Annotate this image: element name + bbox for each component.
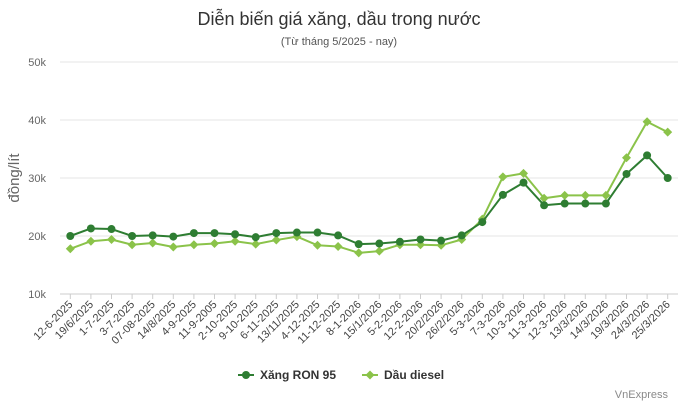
series-0 <box>66 151 672 249</box>
data-point[interactable] <box>107 225 116 234</box>
data-point[interactable] <box>313 228 322 237</box>
data-point[interactable] <box>437 236 446 245</box>
y-axis-label: đồng/lít <box>6 153 23 203</box>
legend-label: Dầu diesel <box>384 368 444 382</box>
data-point[interactable] <box>168 242 178 252</box>
data-point[interactable] <box>519 168 528 178</box>
data-point[interactable] <box>622 169 631 178</box>
legend-item[interactable]: Xăng RON 95 <box>238 368 336 382</box>
y-tick-label: 30k <box>28 173 46 185</box>
series-line <box>69 120 669 254</box>
data-point[interactable] <box>86 236 96 246</box>
y-axis-ticks: 10k 20k 30k 40k 50k <box>28 57 46 301</box>
data-point[interactable] <box>540 201 549 210</box>
y-tick-label: 10k <box>28 289 46 301</box>
x-axis-ticks: 12-6-202519/6/20251-7-20253-7-202507-08-… <box>31 293 678 347</box>
chart-subtitle: (Từ tháng 5/2025 - nay) <box>281 36 397 48</box>
data-point[interactable] <box>663 127 673 137</box>
data-point[interactable] <box>519 178 528 187</box>
grid-lines <box>60 61 678 295</box>
data-point[interactable] <box>272 229 281 238</box>
data-point[interactable] <box>231 230 240 239</box>
data-point[interactable] <box>107 234 116 244</box>
data-point[interactable] <box>498 172 508 182</box>
data-point[interactable] <box>313 240 322 250</box>
data-point[interactable] <box>86 224 95 233</box>
y-tick-label: 20k <box>28 231 46 243</box>
credit-label: VnExpress <box>615 389 669 401</box>
legend-marker <box>242 371 250 379</box>
data-point[interactable] <box>333 241 343 251</box>
data-point[interactable] <box>251 239 261 249</box>
data-point[interactable] <box>210 229 219 238</box>
data-point[interactable] <box>539 193 549 203</box>
data-point[interactable] <box>457 231 466 240</box>
data-point[interactable] <box>189 240 199 250</box>
data-point[interactable] <box>663 174 672 182</box>
data-point[interactable] <box>601 190 611 200</box>
data-point[interactable] <box>642 117 652 127</box>
data-point[interactable] <box>148 231 157 240</box>
data-point[interactable] <box>189 229 198 238</box>
data-point[interactable] <box>169 232 178 241</box>
data-point[interactable] <box>581 199 590 208</box>
legend: Xăng RON 95 Dầu diesel <box>238 368 444 382</box>
data-point[interactable] <box>128 232 137 240</box>
data-point[interactable] <box>580 190 590 200</box>
data-point[interactable] <box>498 190 507 199</box>
legend-item[interactable]: Dầu diesel <box>362 368 444 382</box>
data-point[interactable] <box>374 246 384 256</box>
data-point[interactable] <box>601 199 610 208</box>
data-point[interactable] <box>560 190 570 200</box>
data-point[interactable] <box>416 235 425 244</box>
data-point[interactable] <box>622 153 631 163</box>
data-point[interactable] <box>560 199 569 208</box>
chart-title: Diễn biến giá xăng, dầu trong nước <box>197 8 480 29</box>
data-point[interactable] <box>210 239 219 249</box>
data-point[interactable] <box>65 244 75 254</box>
y-tick-label: 40k <box>28 115 46 127</box>
series-line <box>69 154 669 246</box>
data-point[interactable] <box>354 248 364 258</box>
data-point[interactable] <box>354 240 363 249</box>
data-point[interactable] <box>292 228 301 237</box>
data-point[interactable] <box>127 240 137 250</box>
series-1 <box>65 117 673 258</box>
data-point[interactable] <box>251 233 260 242</box>
data-point[interactable] <box>395 237 404 246</box>
data-point[interactable] <box>230 236 240 246</box>
data-point[interactable] <box>148 238 158 248</box>
y-tick-label: 50k <box>28 57 46 69</box>
data-point[interactable] <box>66 232 75 240</box>
data-point[interactable] <box>271 235 281 245</box>
data-point[interactable] <box>643 151 652 160</box>
legend-label: Xăng RON 95 <box>260 368 336 382</box>
series-group <box>65 117 673 258</box>
data-point[interactable] <box>478 218 487 227</box>
data-point[interactable] <box>375 239 384 248</box>
data-point[interactable] <box>334 231 343 240</box>
legend-marker <box>365 370 375 380</box>
